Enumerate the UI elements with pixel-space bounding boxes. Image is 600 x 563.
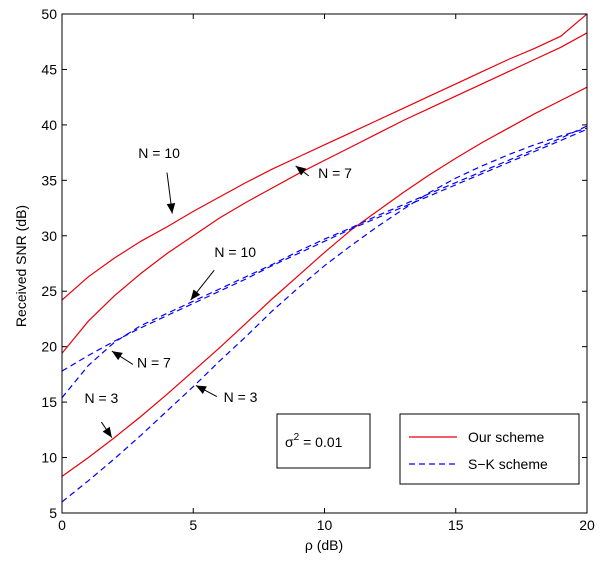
y-tick-label: 15: [41, 394, 57, 410]
annotations: N = 10 N = 7 N = 10 N = 7 N = 3 N = 3: [84, 145, 352, 438]
x-tick-label: 10: [317, 517, 333, 533]
y-tick-label: 5: [49, 505, 57, 521]
legend-frame: [399, 413, 580, 485]
y-tick-label: 45: [41, 61, 57, 77]
annotation-arrow-head: [190, 289, 201, 301]
annotation-arrow-head: [102, 426, 112, 438]
annotation-label: N = 7: [137, 355, 171, 371]
our-scheme-line-2: [62, 86, 587, 477]
our-scheme-line-1: [62, 32, 587, 354]
legend-label-sk-scheme: S−K scheme: [468, 456, 548, 472]
y-axis-ticks: 5 10 15 20 25 30 35 40 45 50: [41, 6, 587, 521]
legend-label-our-scheme: Our scheme: [468, 429, 544, 445]
y-tick-label: 35: [41, 172, 57, 188]
y-tick-label: 40: [41, 117, 57, 133]
sigma-textbox: σ2 = 0.01: [276, 413, 371, 469]
sk-scheme-line-4: [62, 125, 587, 399]
x-tick-label: 5: [189, 517, 197, 533]
annotation-arrow-head: [195, 385, 207, 394]
annotation-arrow-head: [166, 203, 176, 214]
x-tick-label: 0: [58, 517, 66, 533]
our-scheme-line-0: [62, 14, 587, 301]
annotation-arrow-head: [295, 165, 307, 176]
annotation-label: N = 10: [138, 145, 180, 161]
annotation-label: N = 7: [318, 165, 352, 181]
x-axis-label: ρ (dB): [305, 537, 343, 553]
y-tick-label: 20: [41, 339, 57, 355]
sigma-superscript: 2: [294, 432, 300, 443]
sk-scheme-line-3: [62, 128, 587, 372]
plot-frame: [61, 13, 588, 514]
y-tick-label: 30: [41, 228, 57, 244]
legend: Our scheme S−K scheme: [399, 413, 580, 485]
series-group: [62, 14, 587, 503]
annotation-arrow-head: [111, 351, 123, 361]
sk-scheme-line-5: [62, 127, 587, 503]
sigma-textbox-frame: [276, 413, 371, 469]
y-tick-label: 50: [41, 6, 57, 22]
y-tick-label: 25: [41, 283, 57, 299]
x-tick-label: 15: [448, 517, 464, 533]
sigma-textbox-text: σ2 = 0.01: [285, 432, 343, 450]
y-tick-label: 10: [41, 450, 57, 466]
annotation-label: N = 10: [214, 244, 256, 260]
annotation-label: N = 3: [224, 389, 258, 405]
x-tick-label: 20: [579, 517, 595, 533]
annotation-label: N = 3: [84, 390, 118, 406]
sigma-symbol: σ: [285, 434, 294, 450]
sigma-value: = 0.01: [299, 434, 342, 450]
y-axis-label: Received SNR (dB): [13, 205, 29, 327]
